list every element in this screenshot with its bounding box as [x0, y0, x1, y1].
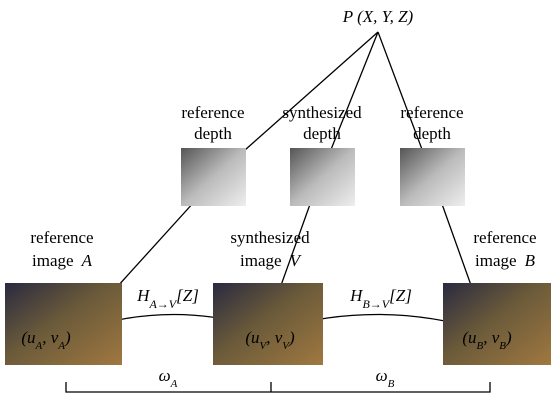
text-piece: (X, Y, Z): [353, 7, 414, 26]
warp-label: HB→V[Z]: [349, 286, 412, 311]
image-label: image V: [240, 251, 303, 270]
diagram: P (X, Y, Z) reference depth synthesized dept…: [0, 0, 552, 403]
bracket: [66, 382, 490, 392]
depth-label: depth: [194, 124, 232, 143]
text-piece: ): [505, 328, 512, 347]
text-piece: (u: [462, 328, 476, 347]
image-label: reference: [30, 228, 93, 247]
text-piece: B: [388, 378, 395, 390]
text-piece: ): [288, 328, 295, 347]
image-label: reference: [473, 228, 536, 247]
point-label: P (X, Y, Z): [342, 7, 414, 26]
text-piece: (u: [245, 328, 259, 347]
depth-label: reference: [181, 103, 244, 122]
image-symbol: V: [290, 251, 303, 270]
weight-label: ωA: [159, 366, 178, 390]
text-piece: A: [170, 378, 178, 390]
image-symbol: B: [525, 251, 536, 270]
weight-label: ωB: [376, 366, 395, 390]
depth-image: [400, 148, 465, 206]
image-label: synthesized: [230, 228, 310, 247]
text-piece: ω: [159, 366, 171, 385]
image-word: image: [240, 251, 282, 270]
camera-image: [5, 283, 122, 365]
text-piece: A→V: [148, 297, 177, 311]
text-piece: ω: [376, 366, 388, 385]
text-piece: B→V: [362, 297, 390, 311]
depth-label: depth: [303, 124, 341, 143]
text-piece: , v: [483, 328, 500, 347]
depth-label: synthesized: [282, 103, 362, 122]
warp-label: HA→V[Z]: [136, 286, 199, 311]
depth-image: [290, 148, 355, 206]
depth-label: reference: [400, 103, 463, 122]
text-piece: [Z]: [176, 286, 199, 305]
text-piece: , v: [266, 328, 283, 347]
text-piece: ): [64, 328, 71, 347]
image-word: image: [32, 251, 74, 270]
text-piece: (u: [21, 328, 35, 347]
depth-image: [181, 148, 246, 206]
image-label: image B: [475, 251, 536, 270]
camera-image: [213, 283, 323, 365]
image-symbol: A: [81, 251, 93, 270]
depth-label: depth: [413, 124, 451, 143]
text-piece: P: [342, 7, 353, 26]
image-word: image: [475, 251, 517, 270]
camera-image: [443, 283, 551, 365]
image-label: image A: [32, 251, 93, 270]
text-piece: , v: [42, 328, 59, 347]
text-piece: [Z]: [389, 286, 412, 305]
